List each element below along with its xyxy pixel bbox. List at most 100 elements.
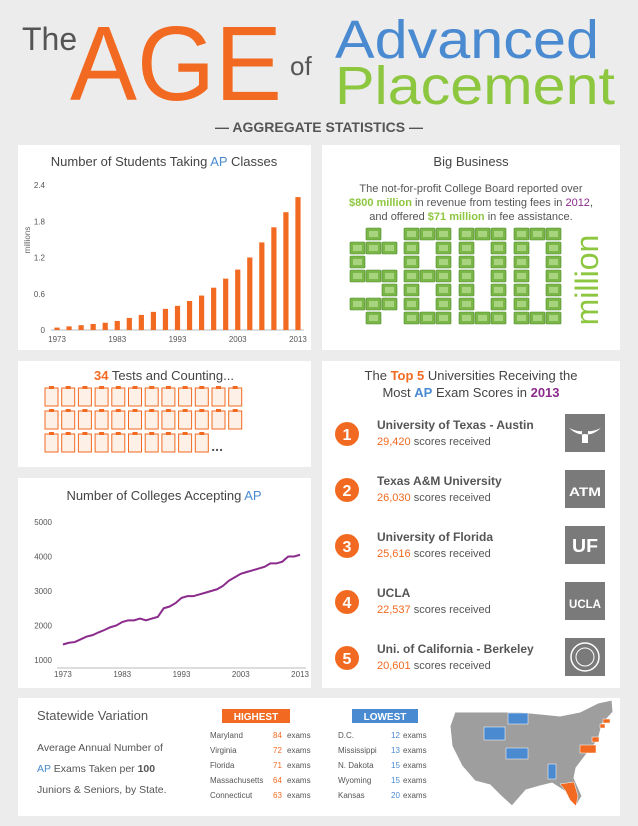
bill-inner bbox=[439, 245, 448, 251]
bill-inner bbox=[549, 231, 558, 237]
title-of: of bbox=[290, 51, 312, 81]
bill-inner bbox=[478, 315, 487, 321]
bill-inner bbox=[549, 273, 558, 279]
bar bbox=[138, 314, 144, 330]
title-part: AP bbox=[414, 385, 432, 400]
test-icon bbox=[178, 433, 193, 453]
clip bbox=[115, 432, 121, 435]
state bbox=[591, 736, 600, 743]
test-icon bbox=[194, 410, 209, 430]
title-part: Universities Receiving the bbox=[424, 368, 577, 383]
test-icon bbox=[211, 387, 226, 407]
y-tick-label: 1.8 bbox=[34, 217, 46, 226]
clip bbox=[99, 386, 105, 389]
score: 29,420 bbox=[377, 436, 411, 448]
y-axis-label: millions bbox=[23, 227, 32, 254]
bill-inner bbox=[353, 301, 362, 307]
score-suffix: scores received bbox=[414, 436, 491, 448]
test-icon bbox=[77, 410, 92, 430]
bill-inner bbox=[533, 315, 542, 321]
clip bbox=[82, 386, 88, 389]
score-line: 20,601 scores received bbox=[377, 660, 491, 672]
exam-unit: exams bbox=[287, 746, 311, 755]
x-tick-label: 1983 bbox=[108, 335, 126, 344]
clip bbox=[65, 432, 71, 435]
clip bbox=[115, 386, 121, 389]
bar bbox=[150, 311, 157, 330]
bill-inner bbox=[517, 259, 526, 265]
state bbox=[507, 712, 529, 725]
bill-inner bbox=[369, 315, 378, 321]
score: 26,030 bbox=[377, 492, 411, 504]
text-part: , bbox=[590, 197, 593, 209]
state: D.C. bbox=[338, 731, 354, 740]
bill-inner bbox=[407, 259, 416, 265]
test-icon bbox=[161, 410, 176, 430]
test-icon bbox=[144, 410, 159, 430]
test-icon bbox=[61, 410, 76, 430]
state: Kansas bbox=[338, 791, 365, 800]
test-icon bbox=[211, 410, 226, 430]
university-name: Texas A&M University bbox=[377, 474, 502, 488]
bill-inner bbox=[439, 231, 448, 237]
test-icon bbox=[228, 410, 243, 430]
title-advanced: Advanced bbox=[335, 10, 599, 70]
test-icon bbox=[61, 433, 76, 453]
text-part: and offered bbox=[369, 211, 428, 223]
bill-inner bbox=[462, 245, 471, 251]
bar bbox=[174, 305, 181, 330]
test-icon bbox=[94, 433, 109, 453]
text-part: $71 million bbox=[428, 211, 485, 223]
y-tick-label: 4000 bbox=[34, 553, 52, 562]
title-part: 34 bbox=[94, 368, 109, 383]
exam-unit: exams bbox=[287, 761, 311, 770]
bill-inner bbox=[549, 287, 558, 293]
x-tick-label: 1983 bbox=[113, 670, 131, 679]
rank-badge bbox=[335, 646, 359, 670]
panel-title: Big Business bbox=[433, 154, 509, 169]
description-line: Average Annual Number of bbox=[37, 742, 163, 754]
clip bbox=[82, 409, 88, 412]
test-icon bbox=[178, 410, 193, 430]
score-line: 22,537 scores received bbox=[377, 604, 491, 616]
body-line: and offered $71 million in fee assistanc… bbox=[369, 211, 572, 223]
exam-unit: exams bbox=[403, 761, 427, 770]
state bbox=[599, 723, 606, 729]
title-part: The bbox=[365, 368, 391, 383]
state bbox=[602, 718, 611, 724]
clip bbox=[65, 386, 71, 389]
title-part: Number of Colleges Accepting bbox=[66, 488, 244, 503]
clip bbox=[99, 432, 105, 435]
university-name: University of Florida bbox=[377, 530, 493, 544]
y-tick-label: 0 bbox=[41, 326, 46, 335]
test-icon bbox=[77, 387, 92, 407]
line bbox=[62, 553, 301, 646]
state: Virginia bbox=[210, 746, 237, 755]
bill-inner bbox=[517, 273, 526, 279]
score-line: 29,420 scores received bbox=[377, 436, 491, 448]
state: Mississippi bbox=[338, 746, 377, 755]
bar bbox=[283, 212, 289, 330]
bill-inner bbox=[369, 245, 378, 251]
logo bbox=[565, 582, 605, 620]
clip bbox=[99, 409, 105, 412]
test-icon bbox=[44, 387, 59, 407]
test-icon bbox=[94, 410, 109, 430]
test-icon bbox=[194, 433, 209, 453]
title-part: Exam Scores in bbox=[432, 385, 530, 400]
panel-title: Statewide Variation bbox=[37, 708, 148, 723]
test-icon bbox=[144, 433, 159, 453]
bar bbox=[259, 242, 265, 330]
state: Florida bbox=[210, 761, 235, 770]
clip bbox=[65, 409, 71, 412]
score: 20,601 bbox=[377, 660, 411, 672]
logo-mark bbox=[569, 428, 601, 443]
rank: 4 bbox=[343, 595, 352, 612]
exam-unit: exams bbox=[403, 791, 427, 800]
x-tick-label: 1993 bbox=[169, 335, 187, 344]
bill-inner bbox=[407, 301, 416, 307]
text-part: The not-for-profit College Board reporte… bbox=[359, 183, 583, 195]
badge-label: HIGHEST bbox=[234, 712, 278, 723]
x-tick-label: 1993 bbox=[173, 670, 191, 679]
test-icon bbox=[111, 433, 126, 453]
